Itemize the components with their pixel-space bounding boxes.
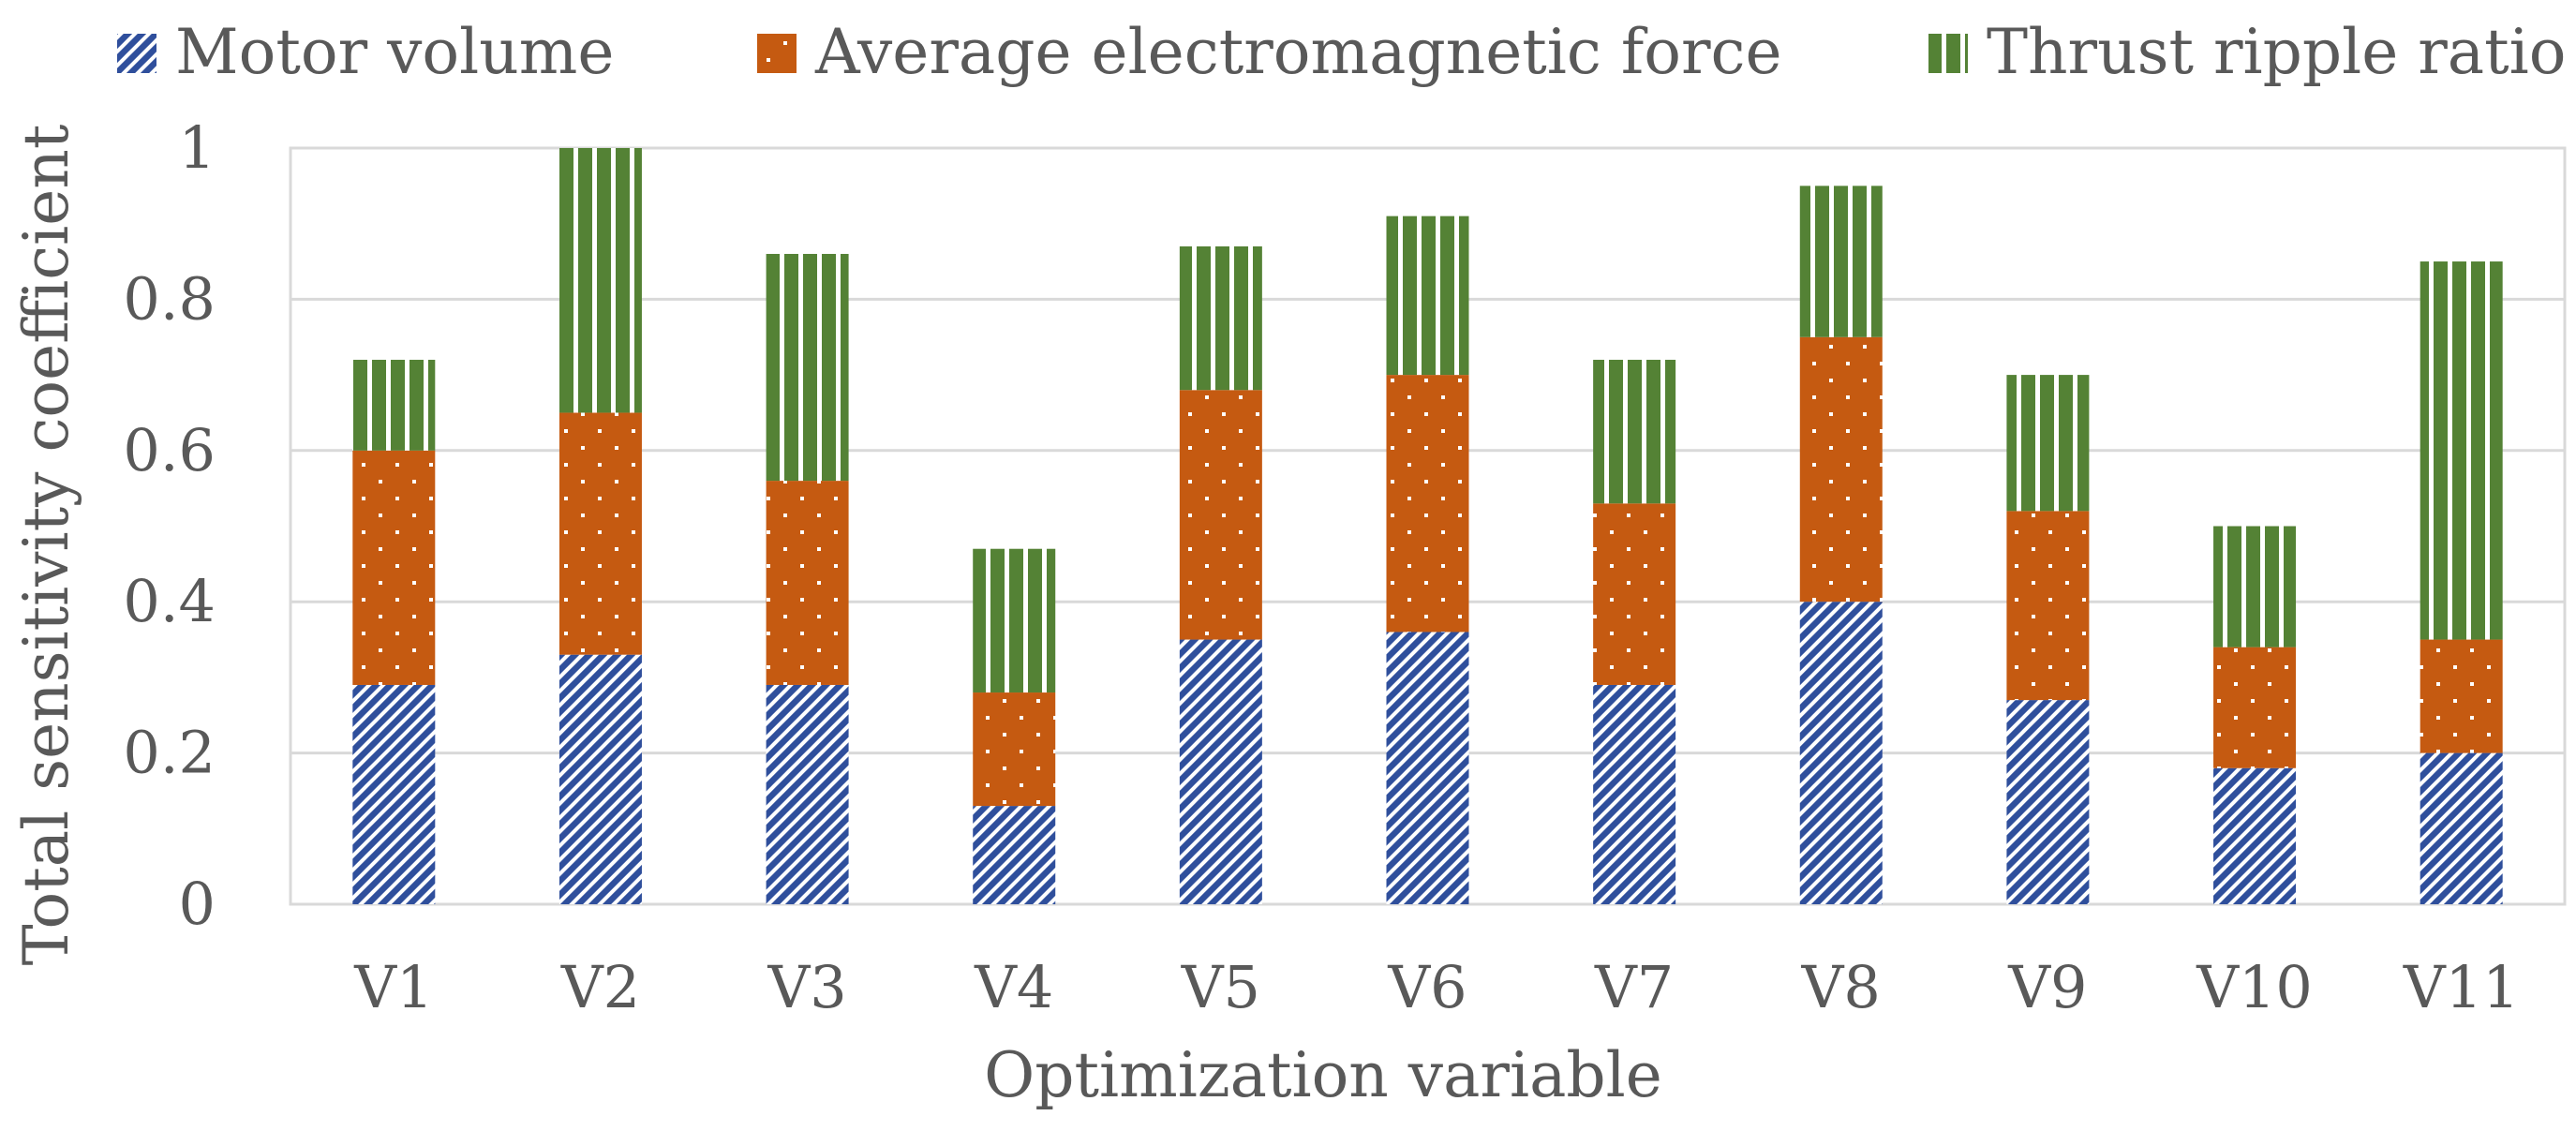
bar-v8-series-2: [1799, 186, 1883, 337]
bar-v3-series-0: [766, 684, 849, 904]
x-tick-label: V5: [1181, 953, 1260, 1021]
bar-v1-series-2: [352, 359, 436, 451]
x-tick-label: V3: [767, 953, 846, 1021]
bar-v5-series-2: [1179, 246, 1262, 391]
bar-v5-series-0: [1179, 639, 1262, 904]
bar-v1-series-1: [352, 450, 436, 685]
bar-v3-series-2: [766, 253, 849, 482]
bar-v10-series-0: [2213, 767, 2297, 904]
y-axis-ticks: 0 0.2 0.4 0.6 0.8 1: [123, 113, 216, 938]
bar-v6-series-0: [1386, 632, 1469, 904]
bar-v11-series-2: [2420, 261, 2503, 640]
bar-v2-series-0: [558, 654, 642, 904]
bar-v10-series-1: [2213, 647, 2297, 768]
legend: Motor volume Average electromagnetic forc…: [117, 16, 2567, 88]
bar-v7-series-1: [1593, 503, 1676, 685]
bar-v2-series-2: [558, 148, 642, 413]
y-tick-label: 1: [179, 113, 216, 182]
bar-v9-series-1: [2006, 511, 2090, 701]
bar-v7-series-2: [1593, 359, 1676, 504]
legend-swatch: [757, 34, 797, 73]
x-tick-label: V7: [1594, 953, 1674, 1021]
bar-v5-series-1: [1179, 390, 1262, 640]
bar-v7-series-0: [1593, 684, 1676, 904]
x-tick-label: V4: [974, 953, 1053, 1021]
x-tick-label: V2: [560, 953, 640, 1021]
y-tick-label: 0.8: [123, 264, 216, 333]
bar-v8-series-0: [1799, 602, 1883, 904]
y-tick-label: 0.4: [123, 567, 216, 635]
bar-v11-series-1: [2420, 639, 2503, 753]
bar-v6-series-1: [1386, 375, 1469, 632]
bar-v1-series-0: [352, 684, 436, 904]
x-tick-label: V8: [1801, 953, 1881, 1021]
bar-v9-series-0: [2006, 700, 2090, 904]
legend-item: Average electromagnetic force: [757, 16, 1782, 88]
x-tick-label: V11: [2403, 953, 2520, 1021]
x-tick-label: V9: [2007, 953, 2087, 1021]
x-tick-label: V10: [2196, 953, 2313, 1021]
bar-v3-series-1: [766, 481, 849, 685]
y-tick-label: 0.2: [123, 719, 216, 787]
y-axis-title: Total sensitivity coefficient: [10, 125, 82, 966]
x-tick-label: V1: [353, 953, 433, 1021]
x-axis-title: Optimization variable: [984, 1039, 1662, 1111]
legend-swatch: [1928, 34, 1968, 73]
bar-v6-series-2: [1386, 216, 1469, 376]
y-tick-label: 0: [179, 870, 216, 938]
bar-v2-series-1: [558, 412, 642, 655]
bar-v4-series-1: [973, 692, 1056, 807]
legend-label: Motor volume: [175, 16, 614, 88]
bar-v11-series-0: [2420, 752, 2503, 904]
legend-label: Average electromagnetic force: [814, 16, 1782, 88]
y-tick-label: 0.6: [123, 416, 216, 484]
bar-v4-series-2: [973, 548, 1056, 693]
bar-v4-series-0: [973, 806, 1056, 904]
bar-v10-series-2: [2213, 526, 2297, 647]
legend-item: Motor volume: [117, 16, 614, 88]
bars: [352, 148, 2503, 904]
x-tick-label: V6: [1387, 953, 1467, 1021]
legend-swatch: [117, 34, 156, 73]
x-axis-ticks: V1 V2 V3 V4 V5 V6 V7 V8 V9 V10 V11: [353, 953, 2519, 1021]
legend-label: Thrust ripple ratio: [1987, 16, 2567, 88]
bar-v9-series-2: [2006, 375, 2090, 512]
bar-v8-series-1: [1799, 336, 1883, 603]
legend-item: Thrust ripple ratio: [1928, 16, 2567, 88]
